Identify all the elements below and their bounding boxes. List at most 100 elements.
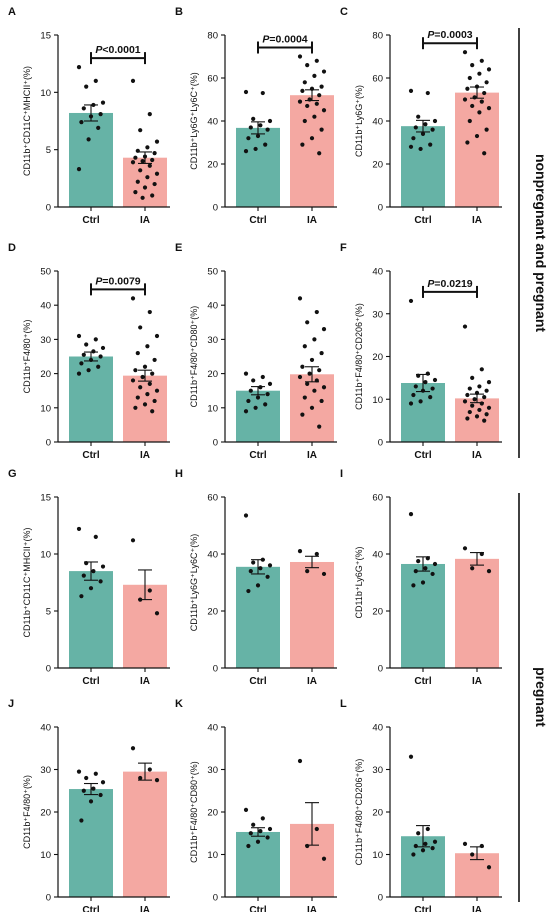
panel-f-y-tick-label: 20 — [372, 352, 383, 363]
panel-c-point — [408, 144, 414, 149]
panel-c-p-value: P=0.0003 — [427, 29, 472, 41]
panel-e-x-tick-label-ctrl: Ctrl — [249, 450, 266, 461]
panel-f-point — [425, 371, 430, 376]
panel-b-point — [317, 151, 322, 156]
panel-j-y-tick-label: 30 — [40, 765, 51, 776]
panel-f-point — [423, 380, 428, 385]
panel-b-y-tick-label: 40 — [207, 117, 218, 128]
panel-e-point — [253, 405, 258, 410]
panel-l-y-tick-label: 40 — [372, 723, 383, 734]
panel-d-point — [98, 354, 103, 359]
panel-d-bar-ctrl — [69, 356, 113, 442]
panel-c-point — [430, 127, 435, 132]
panel-b-point — [305, 103, 310, 109]
panel-d-point — [130, 378, 136, 383]
panel-c-point — [477, 110, 482, 115]
panel-f-point — [470, 375, 475, 380]
panel-e-point — [267, 381, 273, 386]
panel-j: J 0 10 20 30 40 Ctrl IA CD11b⁺F4/80⁺(%) — [8, 698, 170, 912]
panel-c-point — [484, 127, 489, 132]
panel-b-x-tick-label-ia: IA — [307, 215, 317, 226]
panel-d-point — [100, 345, 106, 351]
panel-l-point — [462, 841, 468, 846]
panel-i-point — [432, 561, 438, 567]
panel-d-point — [76, 371, 82, 376]
panel-k-point — [267, 826, 273, 832]
panel-h-point — [321, 571, 327, 577]
panel-f-x-tick-label-ctrl: Ctrl — [414, 450, 431, 461]
panel-b-point — [297, 99, 303, 104]
panel-c-point — [432, 118, 438, 124]
panel-a-y-label: CD11b⁺CD11C⁺MHCII⁺(%) — [22, 66, 32, 176]
panel-d-point — [142, 364, 148, 369]
panel-e-point — [321, 385, 327, 390]
panel-c-point — [467, 118, 472, 124]
panel-b-point — [305, 63, 310, 68]
panel-i-x-tick-label-ctrl: Ctrl — [414, 676, 431, 687]
panel-b-point — [321, 69, 327, 74]
panel-a-point — [96, 125, 101, 130]
panel-c-point — [472, 95, 477, 100]
panel-a-point — [145, 175, 150, 180]
panel-c-bar-ia — [455, 92, 499, 207]
panel-i-error-bar-ctrl — [416, 556, 430, 572]
panel-l-point — [430, 846, 435, 851]
panel-d-point — [81, 352, 86, 357]
panel-a-point — [152, 151, 157, 156]
panel-a-y-tick-label: 0 — [46, 203, 51, 214]
panel-h-point — [267, 563, 273, 568]
panel-k-point — [321, 856, 327, 861]
panel-c-y-label: CD11b⁺Ly6G⁺(%) — [354, 85, 364, 157]
panel-d-y-tick-label: 40 — [40, 301, 51, 312]
panel-f-p-value: P=0.0219 — [427, 278, 472, 290]
panel-e-point — [297, 374, 303, 380]
panel-d-point — [154, 333, 160, 339]
panel-i-letter: I — [340, 468, 343, 480]
panel-a-point — [130, 78, 136, 83]
panel-k-error-bar-ctrl — [251, 827, 265, 837]
panel-e-point — [314, 309, 319, 315]
panel-h-letter: H — [175, 468, 183, 480]
panel-h-point — [248, 569, 253, 574]
panel-f-point — [486, 405, 492, 410]
panel-g-point — [98, 579, 103, 584]
panel-e-point — [300, 412, 305, 417]
panel-a-point — [98, 112, 103, 117]
panel-f-point — [484, 412, 489, 417]
panel-i-x-tick-label-ia: IA — [472, 676, 482, 687]
panel-i-point — [462, 546, 468, 551]
panel-a-point — [133, 155, 138, 160]
panel-a-point — [140, 159, 145, 164]
panel-b-significance-bracket — [257, 41, 313, 54]
panel-d-point — [150, 371, 155, 376]
panel-i-bar-ia — [455, 558, 499, 668]
panel-f-point — [477, 384, 482, 389]
panel-d-point — [154, 388, 160, 393]
panel-k-y-tick-label: 20 — [207, 808, 218, 819]
panel-l-point — [486, 865, 492, 870]
panel-c-point — [465, 140, 470, 145]
panel-d-x-tick-label-ia: IA — [140, 450, 150, 461]
panel-e-y-tick-label: 50 — [207, 267, 218, 278]
panel-g-point — [91, 569, 96, 574]
panel-d-x-tick-label-ctrl: Ctrl — [82, 450, 99, 461]
panel-e-y-tick-label: 10 — [207, 403, 218, 414]
panel-e-point — [319, 398, 324, 404]
panel-a-point — [130, 160, 136, 165]
panel-k-x-tick-label-ia: IA — [307, 905, 317, 912]
panel-j-y-tick-label: 10 — [40, 850, 51, 861]
panel-b-point — [314, 58, 319, 63]
panel-f-point — [462, 324, 468, 329]
panel-j-point — [88, 799, 94, 804]
panel-b-point — [312, 114, 317, 119]
panel-b-point — [319, 127, 324, 132]
panel-i-error-bar-ia — [470, 552, 484, 566]
panel-d-point — [130, 296, 136, 301]
panel-c-point — [486, 67, 492, 72]
panel-d-point — [150, 409, 155, 414]
panel-e-point — [297, 296, 303, 301]
panel-g-x-tick-label-ctrl: Ctrl — [82, 676, 99, 687]
panel-l-y-tick-label: 20 — [372, 808, 383, 819]
panel-b-point — [260, 90, 265, 96]
panel-c-point — [479, 58, 484, 63]
